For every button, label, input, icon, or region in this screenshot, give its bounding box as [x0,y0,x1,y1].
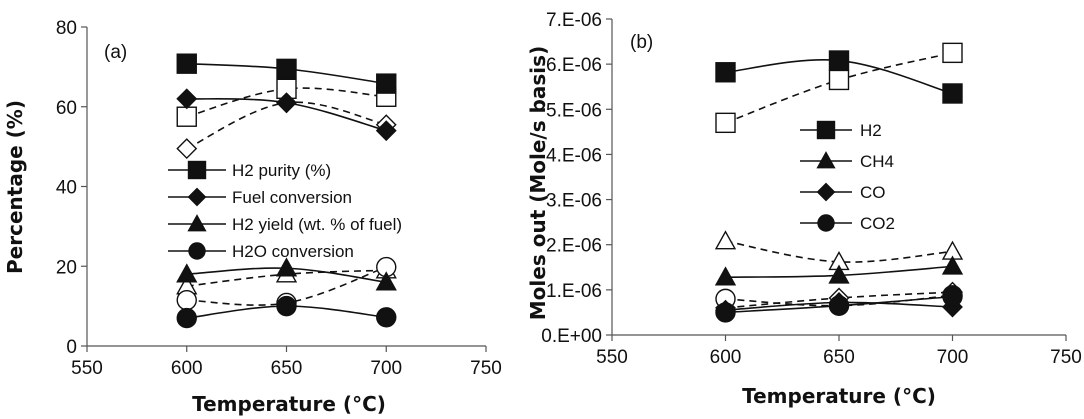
a-x-tick-label: 750 [470,358,502,379]
a-series-2-point [375,271,397,291]
a-legend-marker [188,242,206,260]
a-series-4-point [176,106,197,127]
a-series-1-point [276,92,297,114]
a-series-0-point [376,73,397,94]
b-series-1-point [941,255,964,275]
a-legend-label: H2O conversion [232,242,354,261]
a-series-1-point [176,88,198,110]
b-x-tick-label: 600 [710,347,742,368]
b-y-tick-label: 6.E-06 [546,55,602,76]
a-series-5-point [176,138,198,160]
a-panel-label: (a) [104,42,127,63]
a-y-tick-label: 20 [56,257,77,278]
a-series-line-4 [186,87,387,118]
b-x-tick-label: 650 [823,347,855,368]
a-legend-marker [187,214,207,232]
b-series-4-point [942,42,963,64]
panel-a-chart: 0 20 40 60 80 550 600 650 700 750 Temperature (°C)… [3,18,502,416]
b-legend-marker [816,182,836,202]
b-series-4-point [828,69,850,91]
a-y-tick-label: 80 [56,18,77,39]
b-series-0-point [828,50,850,71]
b-x-tick-label: 550 [596,347,628,368]
a-legend-label: H2 purity (%) [232,161,331,180]
a-x-tick-label: 550 [71,358,103,379]
b-y-tick-label: 7.E-06 [546,10,602,31]
b-legend-label: H2 [860,121,882,140]
b-series-3-point [715,302,736,323]
a-legend-label: H2 yield (wt. % of fuel) [232,215,402,234]
b-y-tick-label: 5.E-06 [546,100,602,121]
b-series-5-point [714,230,737,250]
a-y-tick-label: 60 [56,98,77,119]
b-legend-marker [816,151,836,169]
a-legend-label: Fuel conversion [232,188,352,207]
a-series-3-point [276,295,297,317]
a-x-tick-label: 600 [171,358,203,379]
panel-b-chart: 0.E+00 1.E-06 2.E-06 3.E-06 4.E-06 5.E-06 6.E-… [526,10,1082,408]
b-legend-marker [816,120,836,140]
b-legend-marker [817,214,835,232]
a-series-2-point [275,257,298,277]
b-series-line-5 [725,240,953,263]
b-y-tick-label: 2.E-06 [546,236,602,257]
b-legend-label: CH4 [860,152,894,171]
b-series-0-point [715,62,736,83]
b-y-tick-label: 1.E-06 [546,281,602,302]
b-series-4-point [715,112,736,134]
a-y-axis-title: Percentage (%) [3,100,27,274]
a-series-1-point [375,120,397,142]
a-x-tick-label: 650 [271,358,303,379]
a-series-3-point [176,307,197,329]
b-x-tick-label: 700 [937,347,969,368]
b-series-1-point [828,264,850,284]
b-y-tick-label: 3.E-06 [546,191,602,212]
b-series-3-point [828,295,850,316]
b-y-axis-title: Moles out (Mole/s basis) [526,46,550,320]
b-x-tick-label: 750 [1050,347,1082,368]
a-series-2-point [176,263,198,283]
a-y-tick-label: 40 [56,178,77,199]
b-y-tick-label: 4.E-06 [546,145,602,166]
b-panel-label: (b) [630,32,653,53]
a-series-0-point [176,53,197,74]
a-legend-marker [187,160,207,180]
a-legend-marker [187,187,207,207]
a-series-7-point [176,289,197,311]
a-series-0-point [276,58,297,80]
b-legend-label: CO2 [860,214,895,233]
a-x-axis-title: Temperature (°C) [192,392,386,416]
b-x-axis-title: Temperature (°C) [742,384,936,408]
b-legend-label: CO [860,183,886,202]
a-y-tick-label: 0 [66,337,77,358]
b-series-3-point [942,286,963,307]
a-series-3-point [376,307,397,328]
b-series-0-point [942,83,963,104]
b-y-tick-label: 0.E+00 [541,326,602,347]
b-series-1-point [714,266,737,286]
a-x-tick-label: 700 [370,358,402,379]
